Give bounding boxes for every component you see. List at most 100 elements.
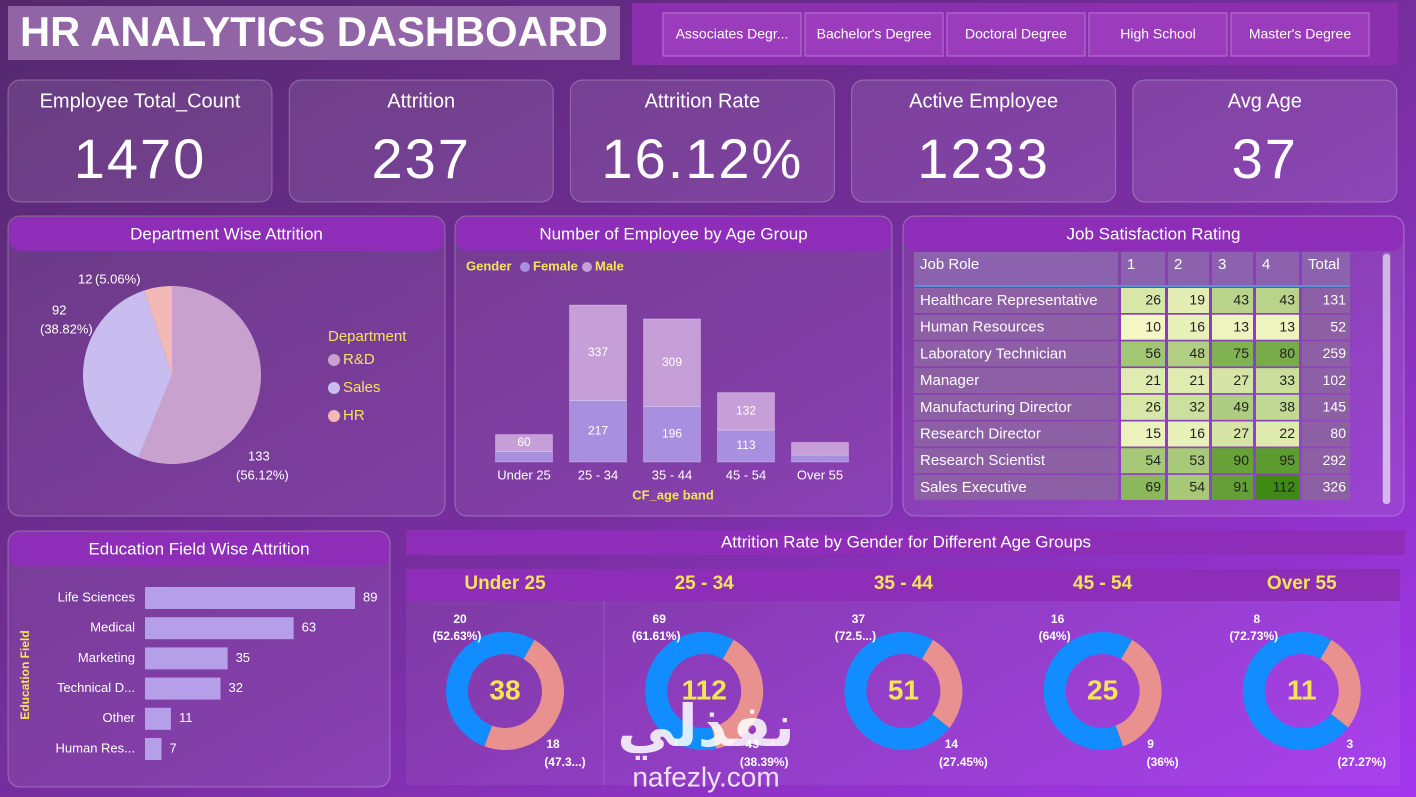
bar-value-label: 63 [302,620,316,635]
bar-value-label: 113 [736,438,755,452]
table-cell [1121,474,1165,500]
donut-total: 25 [1087,674,1118,705]
legend-marker [582,262,592,272]
pie-slice [82,290,172,458]
slice-value: 133 [248,448,270,463]
filter-button[interactable] [662,12,802,57]
table-cell [1212,474,1253,500]
filter-label[interactable]: Doctoral Degree [965,26,1067,42]
segment-value: 8 [1253,612,1260,626]
table-cell [1121,288,1165,313]
filter-button[interactable] [1088,12,1228,57]
column-header: Job Role [920,256,979,273]
table-cell [1121,368,1165,394]
table-cell [914,314,1118,340]
donut-total: 38 [489,674,520,705]
bar-value-label: 7 [170,740,177,755]
filter-label[interactable]: Associates Degr... [676,26,789,42]
bar-segment [643,405,701,463]
segment-percent: (38.39%) [740,755,789,769]
cell-value: 49 [1233,399,1249,415]
filter-button[interactable] [946,12,1086,57]
donut-total: 51 [888,674,919,705]
y-tick-label: Technical D... [57,680,135,695]
filter-label[interactable]: Bachelor's Degree [817,26,932,42]
row-label: Research Scientist [920,452,1046,469]
table-cell [1302,474,1350,500]
kpi-card [7,79,273,203]
row-label: Laboratory Technician [920,345,1066,362]
header-cell [1121,252,1165,285]
legend-label: Sales [343,379,381,396]
table-cell [914,341,1118,367]
table-cell [1121,341,1165,367]
table-cell [1168,474,1209,500]
cell-value: 52 [1330,318,1346,334]
y-axis-title: Education Field [18,630,32,719]
cell-value: 90 [1233,452,1249,468]
bar [145,587,355,609]
y-tick-label: Marketing [78,650,135,665]
table-cell [1256,394,1299,420]
section-title: Attrition Rate by Gender for Different A… [721,532,1091,551]
cell-value: 56 [1145,345,1161,361]
segment-percent: (27.45%) [939,755,988,769]
cell-value: 102 [1323,372,1347,388]
cell-value: 33 [1279,372,1295,388]
donut-segment [1320,639,1361,728]
table-cell [1256,288,1299,313]
row-label: Healthcare Representative [920,292,1098,309]
table-cell [1168,288,1209,313]
filter-label[interactable]: High School [1120,26,1196,42]
table-cell [914,448,1118,474]
header-cell [1256,252,1299,285]
kpi-value: 16.12% [601,127,803,190]
segment-value: 9 [1147,737,1154,751]
cell-value: 53 [1189,452,1205,468]
cell-value: 32 [1189,399,1205,415]
donut-segment [645,632,734,750]
filter-button[interactable] [804,12,944,57]
legend-label: Female [533,258,578,273]
bar-segment [791,454,849,463]
title-box [8,6,620,60]
bar-value-label: 11 [179,710,193,725]
header-cell [1168,252,1209,285]
bar-value-label: 196 [662,426,682,440]
kpi-value: 1233 [917,127,1050,190]
panel-title: Education Field Wise Attrition [88,539,309,558]
filter-label[interactable]: Master's Degree [1249,26,1351,42]
cell-value: 75 [1233,345,1249,361]
kpi-card [1132,79,1398,203]
table-cell [914,394,1118,420]
legend-marker [328,382,340,394]
donut-total: 112 [682,674,727,705]
table-cell [1212,288,1253,313]
cell-value: 112 [1273,479,1296,495]
pie-slice [138,286,261,465]
kpi-label: Attrition Rate [645,90,761,112]
filter-button[interactable] [1230,12,1370,57]
group-title: Under 25 [464,573,546,594]
table-cell [914,474,1118,500]
bar-segment [495,434,553,453]
y-tick-label: Other [102,710,135,725]
segment-percent: (72.5...) [835,629,876,643]
table-cell [1256,421,1299,447]
bar-value-label: 60 [517,435,531,449]
panel-header [9,217,444,251]
bar [145,707,171,730]
segment-value: 20 [453,612,467,626]
legend-label: HR [343,407,365,424]
cell-value: 292 [1323,452,1347,468]
bar-value-label: 35 [236,650,250,665]
table-cell [1256,474,1299,500]
bar [145,617,294,640]
cell-value: 22 [1279,425,1295,441]
row-label: Manager [920,372,979,389]
bar-value-label: 32 [229,680,243,695]
cell-value: 27 [1233,425,1249,441]
kpi-value: 37 [1232,127,1298,190]
